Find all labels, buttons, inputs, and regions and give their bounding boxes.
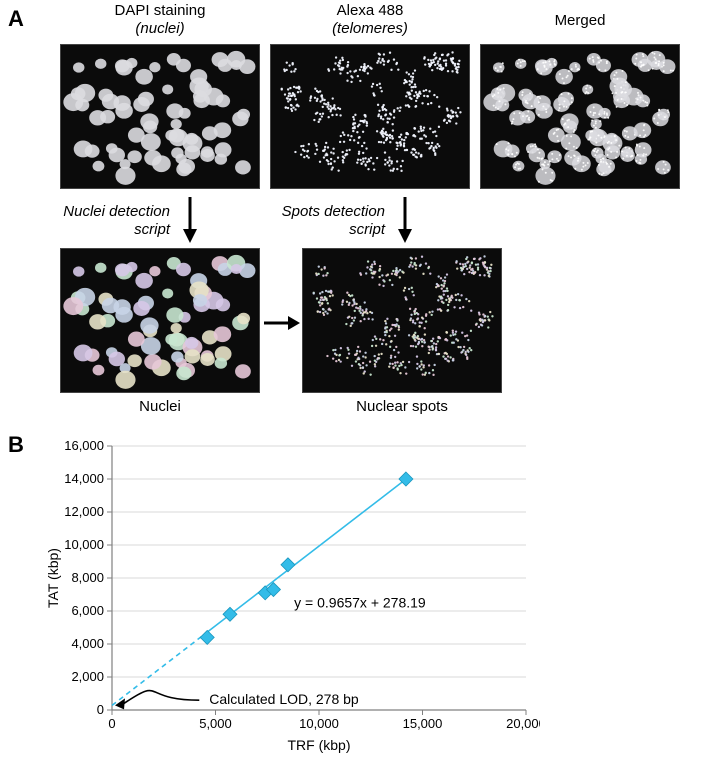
- svg-text:14,000: 14,000: [64, 471, 104, 486]
- svg-text:15,000: 15,000: [403, 716, 443, 731]
- svg-text:TRF (kbp): TRF (kbp): [288, 737, 351, 753]
- col-title-dapi-main: DAPI staining: [60, 2, 260, 20]
- arrow-down-nuclei: [175, 195, 205, 245]
- caption-nuclei: Nuclei: [60, 398, 260, 415]
- col-title-merged-main: Merged: [480, 12, 680, 30]
- col-title-merged: Merged: [480, 12, 680, 30]
- micrograph-spots-detected: [302, 248, 502, 393]
- micrograph-dapi: [60, 44, 260, 189]
- svg-text:6,000: 6,000: [71, 603, 104, 618]
- svg-text:4,000: 4,000: [71, 636, 104, 651]
- label-nuclei-detection-l1: Nuclei detection: [20, 203, 170, 221]
- col-title-dapi: DAPI staining (nuclei): [60, 2, 260, 38]
- arrow-down-spots: [390, 195, 420, 245]
- svg-text:Calculated LOD, 278 bp: Calculated LOD, 278 bp: [209, 691, 359, 707]
- label-nuclei-detection-l2: script: [20, 221, 170, 239]
- panel-b-label: B: [8, 432, 24, 458]
- panel-a-label: A: [8, 6, 24, 32]
- micrograph-merged: [480, 44, 680, 189]
- svg-text:5,000: 5,000: [199, 716, 232, 731]
- svg-text:10,000: 10,000: [64, 537, 104, 552]
- label-spots-detection: Spots detection script: [245, 203, 385, 239]
- col-title-alexa-main: Alexa 488: [270, 2, 470, 20]
- micrograph-nuclei-detected: [60, 248, 260, 393]
- col-title-alexa: Alexa 488 (telomeres): [270, 2, 470, 38]
- svg-text:0: 0: [97, 702, 104, 717]
- label-nuclei-detection: Nuclei detection script: [20, 203, 170, 239]
- svg-text:2,000: 2,000: [71, 669, 104, 684]
- svg-text:10,000: 10,000: [299, 716, 339, 731]
- svg-text:16,000: 16,000: [64, 438, 104, 453]
- svg-text:12,000: 12,000: [64, 504, 104, 519]
- scatter-chart: 0 5,000 10,000 15,000 20,000 0 2,000 4,000 6,000…: [40, 436, 540, 756]
- caption-spots: Nuclear spots: [302, 398, 502, 415]
- svg-text:20,000: 20,000: [506, 716, 540, 731]
- svg-text:8,000: 8,000: [71, 570, 104, 585]
- svg-text:TAT (kbp): TAT (kbp): [45, 548, 61, 608]
- col-title-dapi-sub: (nuclei): [60, 20, 260, 38]
- svg-text:y = 0.9657x + 278.19: y = 0.9657x + 278.19: [294, 595, 426, 611]
- arrow-right: [262, 308, 302, 338]
- micrograph-alexa: [270, 44, 470, 189]
- label-spots-detection-l1: Spots detection: [245, 203, 385, 221]
- svg-text:0: 0: [108, 716, 115, 731]
- label-spots-detection-l2: script: [245, 221, 385, 239]
- col-title-alexa-sub: (telomeres): [270, 20, 470, 38]
